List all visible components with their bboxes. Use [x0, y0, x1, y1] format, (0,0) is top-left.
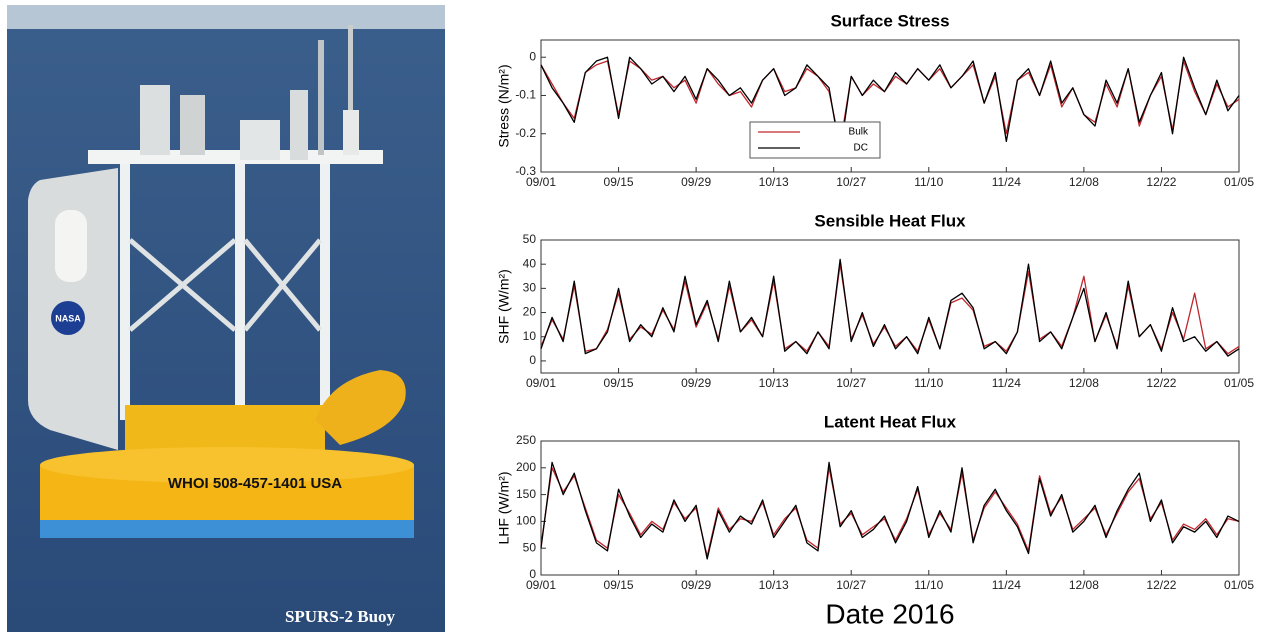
chart-title: Sensible Heat Flux: [814, 211, 966, 230]
figure: NASA WHOI 508-457-1401 USA SPURS-2 Buoy …: [0, 0, 1262, 634]
x-tick-label: 09/15: [604, 578, 634, 592]
x-tick-label: 10/13: [759, 376, 789, 390]
x-tick-label: 11/24: [992, 175, 1021, 189]
x-tick-label: 12/22: [1146, 376, 1176, 390]
x-tick-label: 09/15: [604, 376, 634, 390]
legend-label: Bulk: [849, 127, 869, 138]
photo-caption: SPURS-2 Buoy: [285, 607, 396, 626]
y-tick-label: 100: [516, 514, 536, 528]
buoy-photo: NASA WHOI 508-457-1401 USA SPURS-2 Buoy: [7, 5, 445, 632]
x-tick-label: 01/05: [1224, 578, 1254, 592]
y-tick-label: 10: [523, 329, 537, 343]
x-tick-label: 12/08: [1069, 578, 1099, 592]
x-tick-label: 10/27: [836, 175, 866, 189]
y-axis-label: SHF (W/m²): [496, 269, 512, 344]
y-tick-label: 0: [529, 353, 536, 367]
x-tick-label: 09/29: [681, 578, 711, 592]
x-tick-label: 10/13: [759, 175, 789, 189]
x-tick-label: 09/01: [526, 578, 556, 592]
x-tick-label: 11/24: [992, 376, 1021, 390]
x-tick-label: 09/29: [681, 376, 711, 390]
y-tick-label: -0.1: [515, 88, 536, 102]
y-axis-label: Stress (N/m²): [496, 64, 512, 147]
x-tick-label: 10/27: [836, 376, 866, 390]
x-axis-label: Date 2016: [825, 598, 954, 629]
x-tick-label: 12/22: [1146, 578, 1176, 592]
x-tick-label: 11/10: [914, 376, 943, 390]
x-tick-label: 09/29: [681, 175, 711, 189]
legend-label: DC: [854, 143, 868, 154]
chart-title: Surface Stress: [830, 11, 949, 30]
y-tick-label: 150: [516, 487, 536, 501]
plot-frame: [541, 240, 1239, 373]
y-tick-label: 250: [516, 433, 536, 447]
y-tick-label: 200: [516, 460, 536, 474]
x-tick-label: 09/01: [526, 376, 556, 390]
x-tick-label: 12/22: [1146, 175, 1176, 189]
x-tick-label: 10/27: [836, 578, 866, 592]
y-tick-label: 0: [529, 49, 536, 63]
y-tick-label: 20: [523, 305, 537, 319]
x-tick-label: 11/10: [914, 578, 943, 592]
y-axis-label: LHF (W/m²): [496, 471, 512, 544]
x-tick-label: 12/08: [1069, 175, 1099, 189]
y-tick-label: 50: [523, 232, 537, 246]
x-tick-label: 11/10: [914, 175, 943, 189]
y-tick-label: -0.2: [515, 126, 536, 140]
x-tick-label: 01/05: [1224, 376, 1254, 390]
y-tick-label: 50: [523, 540, 537, 554]
plot-frame: [541, 40, 1239, 172]
x-tick-label: 09/15: [604, 175, 634, 189]
x-tick-label: 01/05: [1224, 175, 1254, 189]
nasa-logo: NASA: [55, 313, 81, 323]
chart-title: Latent Heat Flux: [824, 412, 957, 431]
y-tick-label: 30: [523, 281, 537, 295]
plot-frame: [541, 441, 1239, 575]
x-tick-label: 11/24: [992, 578, 1021, 592]
x-tick-label: 12/08: [1069, 376, 1099, 390]
x-tick-label: 10/13: [759, 578, 789, 592]
y-tick-label: 40: [523, 256, 537, 270]
buoy-label: WHOI 508-457-1401 USA: [168, 475, 342, 492]
x-tick-label: 09/01: [526, 175, 556, 189]
